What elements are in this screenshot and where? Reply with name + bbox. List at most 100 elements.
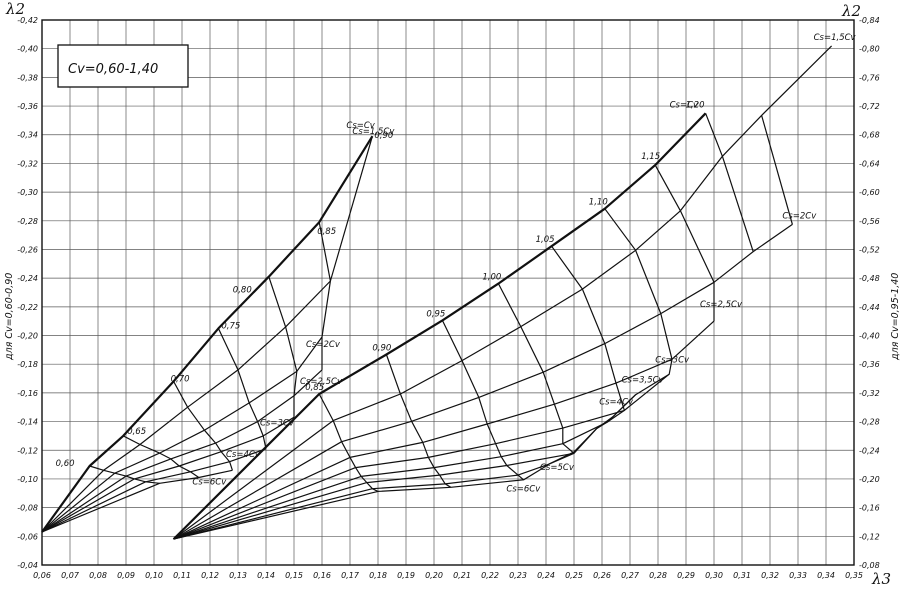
y-tick-label-right: -0,24 <box>859 446 880 455</box>
grid <box>41 19 855 566</box>
x-tick-label: 0,08 <box>89 571 107 580</box>
x-tick-label: 0,16 <box>313 571 331 580</box>
y-tick-label-left: -0,04 <box>17 561 38 570</box>
left-side-label: для Cv=0,60-0,90 <box>4 273 15 361</box>
curve-right-cs25cv <box>173 320 715 540</box>
y-tick-label-right: -0,44 <box>859 303 880 312</box>
curve-right-cs6cv <box>173 469 541 540</box>
x-tick-label: 0,23 <box>509 571 527 580</box>
cv-label: 0,95 <box>426 309 445 319</box>
cs-label: Cs=2Cv <box>782 211 817 221</box>
cv-line-right <box>385 354 452 488</box>
cs-label: Cs=1,5Cv <box>814 33 857 43</box>
x-tick-label: 0,30 <box>705 571 723 580</box>
cs-label: Cs=2,5Cv <box>700 300 743 310</box>
x-tick-label: 0,29 <box>677 571 695 580</box>
y-tick-label-right: -0,64 <box>859 159 880 168</box>
x-tick-label: 0,34 <box>817 571 835 580</box>
y-tick-label-left: -0,28 <box>17 217 38 226</box>
cs-label: Cs=6Cv <box>506 485 541 495</box>
tick-labels: 0,06 0,07 0,08 0,09 0,10 0,11 0,12 0,13 0,14 0,15… <box>17 16 879 580</box>
x-tick-label: 0,27 <box>621 571 640 580</box>
cs-label: Cs=5Cv <box>540 463 575 473</box>
cv-line-left <box>173 381 233 471</box>
cs-label: Cs=4Cv <box>599 397 634 407</box>
cs-label: Cs=1,5Cv <box>352 127 395 137</box>
cv-label: 0,85 <box>317 227 336 237</box>
x-tick-label: 0,18 <box>369 571 387 580</box>
y-tick-label-left: -0,34 <box>17 131 38 140</box>
y-tick-label-right: -0,20 <box>859 475 880 484</box>
x-tick-label: 0,13 <box>229 571 247 580</box>
title-box <box>57 44 189 88</box>
curve-labels: Cs=Cv Cs=1,5Cv Cs=2Cv Cs=2,5Cv Cs=3Cv Cs=4Cv C… <box>56 33 857 495</box>
x-tick-label: 0,22 <box>481 571 499 580</box>
x-tick-label: 0,12 <box>201 571 219 580</box>
cs-label: Cs=3Cv <box>655 355 690 365</box>
cv-label: 1,00 <box>482 273 501 283</box>
plot-frame <box>41 19 855 566</box>
x-tick-label: 0,07 <box>61 571 80 580</box>
x-tick-label: 0,11 <box>173 571 191 580</box>
x-tick-label: 0,06 <box>33 571 51 580</box>
y-tick-label-left: -0,14 <box>17 418 38 427</box>
x-tick-label: 0,35 <box>845 571 863 580</box>
cv-label: 0,75 <box>221 321 240 331</box>
cv-line-right <box>604 208 673 417</box>
x-tick-label: 0,28 <box>649 571 667 580</box>
curve-left-cs15cv <box>41 136 373 533</box>
cv-line-right <box>551 245 625 453</box>
curve-left-cscv <box>41 135 374 533</box>
x-tick-label: 0,32 <box>761 571 779 580</box>
cv-label: 1,15 <box>641 152 660 162</box>
y-tick-label-left: -0,30 <box>17 188 38 197</box>
x-tick-label: 0,33 <box>789 571 807 580</box>
x-tick-label: 0,14 <box>257 571 275 580</box>
cv-label: 1,05 <box>536 235 555 245</box>
cv-line-right <box>705 113 754 252</box>
y-tick-label-left: -0,42 <box>17 16 38 25</box>
x-tick-label: 0,10 <box>145 571 163 580</box>
x-axis-symbol: λ3 <box>871 570 891 588</box>
y-tick-label-right: -0,32 <box>859 389 880 398</box>
x-tick-label: 0,19 <box>397 571 415 580</box>
y-tick-label-right: -0,48 <box>859 274 880 283</box>
y-tick-label-left: -0,22 <box>17 303 38 312</box>
y-tick-label-left: -0,20 <box>17 332 38 341</box>
cv-label: 0,90 <box>372 343 391 353</box>
cv-line-left <box>318 222 331 370</box>
cs-label: Cs=2,5Cv <box>300 377 343 387</box>
cs-label: Cs=Cv <box>670 100 699 110</box>
x-tick-label: 0,15 <box>285 571 303 580</box>
y-tick-label-left: -0,24 <box>17 274 38 283</box>
y-tick-label-right: -0,72 <box>859 102 880 111</box>
y-tick-label-right: -0,76 <box>859 73 880 82</box>
cv-line-right <box>761 115 793 225</box>
cv-label: 0,80 <box>233 286 252 296</box>
curves <box>41 45 833 540</box>
cv-line-left <box>89 465 160 484</box>
y-tick-label-right: -0,36 <box>859 360 880 369</box>
y-tick-label-right: -0,08 <box>859 561 880 570</box>
x-tick-label: 0,24 <box>537 571 555 580</box>
cv-label: 0,85 <box>305 383 324 393</box>
curve-right-cs2cv <box>173 223 793 540</box>
y-tick-label-left: -0,32 <box>17 159 38 168</box>
cv-line-right <box>318 393 379 492</box>
y-tick-label-right: -0,60 <box>859 188 880 197</box>
cv-line-left <box>217 328 267 449</box>
y-tick-label-right: -0,16 <box>859 504 880 513</box>
cs-label: Cs=3Cv <box>260 418 295 428</box>
cv-line-right <box>441 320 524 481</box>
y-tick-label-left: -0,16 <box>17 389 38 398</box>
y-tick-label-left: -0,18 <box>17 360 38 369</box>
y-tick-label-left: -0,08 <box>17 504 38 513</box>
y-tick-label-left: -0,36 <box>17 102 38 111</box>
x-tick-label: 0,09 <box>117 571 135 580</box>
cv-label: 0,60 <box>56 459 75 469</box>
cv-line-right <box>497 283 575 471</box>
y-tick-label-right: -0,56 <box>859 217 880 226</box>
curve-right-cs4cv <box>173 416 614 540</box>
x-tick-label: 0,25 <box>565 571 583 580</box>
